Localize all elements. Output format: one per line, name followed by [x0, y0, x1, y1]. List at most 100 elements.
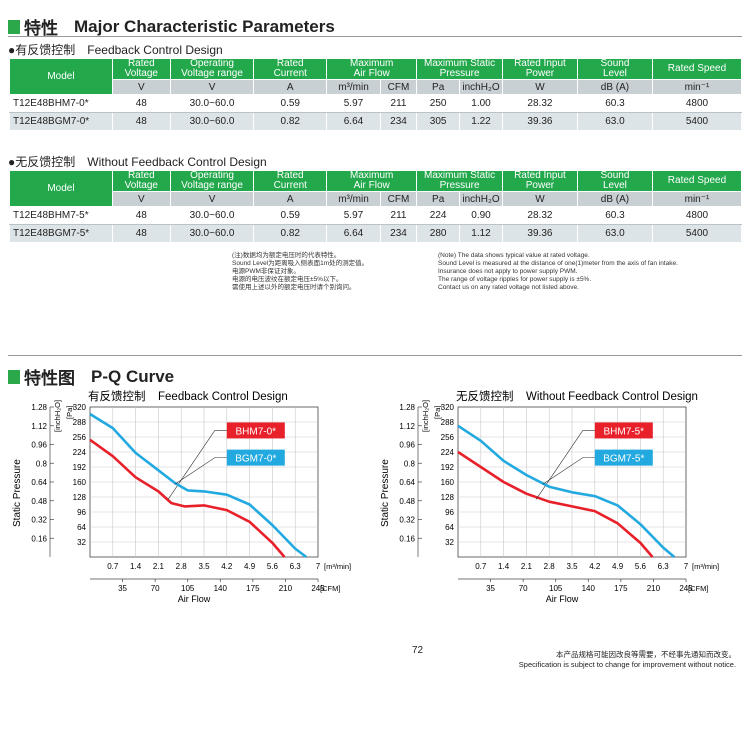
value-cell: 305: [416, 112, 461, 131]
series-line: [457, 424, 676, 558]
unit-cell: inchH₂O: [459, 79, 503, 95]
y-tick-pa: 224: [441, 448, 455, 457]
table-row: T12E48BGM7-0* 48 30.0~60.0 0.82 6.64 234 305 1.…: [9, 112, 743, 131]
value-cell: 48: [111, 112, 171, 131]
subsection-zh: 有反馈控制: [15, 43, 76, 57]
legend-box: [226, 449, 285, 466]
value-cell: 48: [111, 224, 171, 243]
x-tick-cfm: 245: [311, 584, 325, 593]
subsection-en: Feedback Control Design: [87, 43, 223, 57]
y-unit-imperial: [inchH₂O]: [53, 400, 62, 432]
notes-en: (Note) The data shows typical value at r…: [438, 252, 678, 292]
value-cell: 5400: [651, 112, 743, 131]
y-tick-pa: 256: [441, 433, 455, 442]
y-tick-inch: 0.32: [399, 516, 415, 525]
note-line: (Note) The data shows typical value at r…: [438, 252, 590, 259]
value-cell: 6.64: [326, 112, 381, 131]
legend-box: [226, 422, 285, 439]
legend-label: BGM7-0*: [235, 454, 276, 465]
x-tick-metric: 7: [684, 562, 689, 571]
header-zh: 特性: [24, 19, 58, 38]
col-header-rated-current: Rated Current: [253, 58, 328, 80]
green-square-icon: [8, 369, 20, 384]
header-en: P-Q Curve: [91, 366, 175, 386]
x-tick-metric: 1.4: [498, 562, 510, 571]
y-axis-label: Static Pressure: [12, 459, 23, 527]
x-tick-metric: 5.6: [267, 562, 279, 571]
subsection-no-feedback: ●无反馈控制 Without Feedback Control Design: [8, 153, 267, 170]
y-tick-inch: 0.16: [31, 534, 47, 543]
value-cell: 28.32: [501, 94, 578, 113]
note-line: The range of voltage ripples for power s…: [438, 276, 592, 283]
x-tick-metric: 4.9: [612, 562, 624, 571]
legend-box: [594, 422, 653, 439]
note-line: Sound Level is measured at the distance …: [438, 260, 678, 267]
y-tick-pa: 96: [77, 508, 86, 517]
unit-cell: W: [501, 191, 578, 207]
value-cell: 30.0~60.0: [169, 112, 255, 131]
y-unit-imperial: [inchH₂O]: [421, 400, 430, 432]
x-unit-metric: [m³/min]: [324, 562, 351, 571]
bullet: ●: [8, 43, 16, 57]
value-cell: 211: [379, 206, 418, 225]
col-header-rated-speed: Rated Speed: [651, 170, 743, 192]
value-cell: 48: [111, 206, 171, 225]
x-tick-cfm: 175: [614, 584, 628, 593]
x-axis-label: Air Flow: [546, 594, 579, 604]
y-tick-pa: 32: [77, 538, 86, 547]
note-line: Insurance does not apply to power supply…: [438, 268, 578, 275]
y-unit-metric: [Pa]: [65, 406, 74, 419]
chart-title: Feedback Control Design: [158, 391, 288, 403]
section-header-pq-curve: 特性图 P-Q Curve: [8, 364, 174, 389]
unit-cell: V: [169, 79, 255, 95]
x-tick-cfm: 35: [486, 584, 495, 593]
y-tick-inch: 1.28: [31, 403, 47, 412]
disclaimer-zh: 本产品规格可能因改良等需要，不经事先通知而改变。: [556, 650, 736, 659]
value-cell: 224: [416, 206, 461, 225]
value-cell: 4800: [651, 206, 743, 225]
y-tick-pa: 320: [73, 403, 87, 412]
value-cell: 1.00: [459, 94, 503, 113]
col-header-operating-voltage: Operating Voltage range: [169, 58, 255, 80]
value-cell: 234: [379, 112, 418, 131]
unit-cell: CFM: [379, 79, 418, 95]
col-header-model: Model: [9, 58, 113, 95]
legend-label: BHM7-0*: [236, 426, 277, 437]
x-tick-metric: 7: [316, 562, 321, 571]
col-header-max-airflow: Maximum Air Flow: [326, 58, 418, 80]
col-header-sound: Sound Level: [576, 170, 653, 192]
y-tick-inch: 0.8: [404, 459, 416, 468]
unit-cell: W: [501, 79, 578, 95]
x-tick-metric: 4.9: [244, 562, 256, 571]
value-cell: 0.90: [459, 206, 503, 225]
y-tick-inch: 0.48: [31, 497, 47, 506]
x-tick-metric: 3.5: [198, 562, 210, 571]
col-header-rated-voltage: Rated Voltage: [111, 170, 171, 192]
y-tick-inch: 0.64: [31, 478, 47, 487]
y-tick-pa: 128: [73, 493, 87, 502]
x-unit-imperial: [CFM]: [688, 584, 708, 593]
note-line: 需使用上述以外的额定电压时请个别询问。: [232, 284, 356, 291]
value-cell: 1.12: [459, 224, 503, 243]
note-line: Contact us on any rated voltage not list…: [438, 284, 579, 291]
disclaimer-en: Specification is subject to change for i…: [518, 660, 736, 669]
green-square-icon: [8, 19, 20, 34]
subsection-en: Without Feedback Control Design: [87, 155, 267, 169]
y-tick-pa: 64: [445, 523, 454, 532]
x-tick-metric: 0.7: [107, 562, 119, 571]
chart-title-zh: 有反馈控制: [88, 389, 146, 403]
x-tick-metric: 0.7: [475, 562, 487, 571]
value-cell: 48: [111, 94, 171, 113]
x-tick-cfm: 175: [246, 584, 260, 593]
x-tick-metric: 2.1: [521, 562, 533, 571]
unit-cell: min⁻¹: [651, 191, 743, 207]
unit-cell: A: [253, 79, 328, 95]
y-tick-pa: 96: [445, 508, 454, 517]
x-tick-metric: 2.1: [153, 562, 165, 571]
y-axis-label: Static Pressure: [380, 459, 391, 527]
model-cell: T12E48BHM7-5*: [9, 206, 113, 225]
divider: [8, 355, 742, 356]
value-cell: 63.0: [576, 224, 653, 243]
y-tick-pa: 256: [73, 433, 87, 442]
y-tick-pa: 128: [441, 493, 455, 502]
